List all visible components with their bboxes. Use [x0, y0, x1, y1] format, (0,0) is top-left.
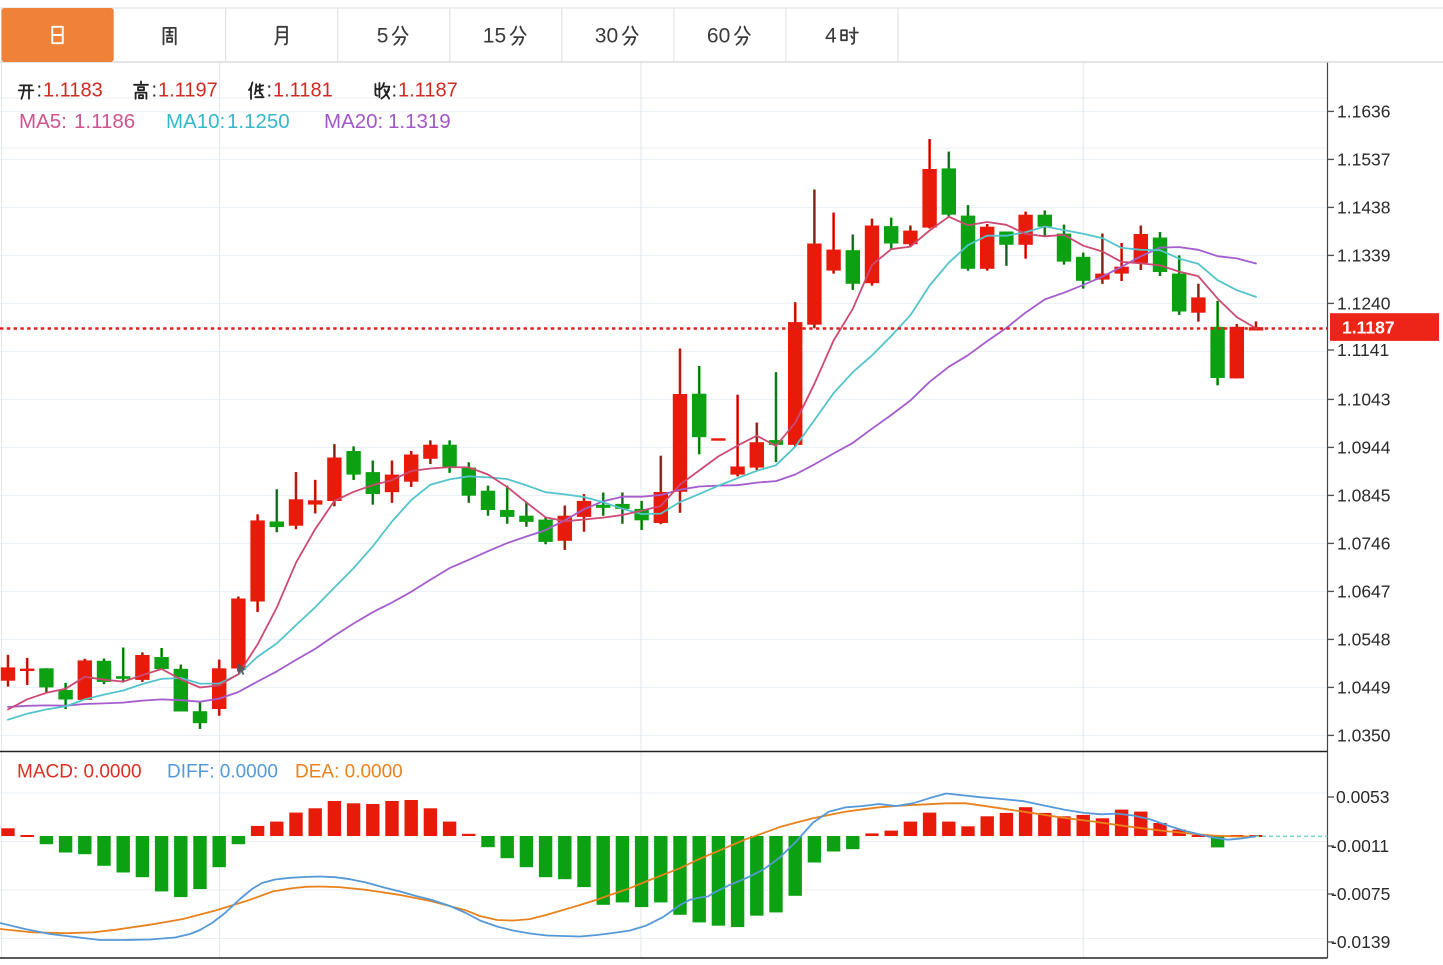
svg-text:1.0449: 1.0449 — [1337, 677, 1391, 697]
svg-text:1.0746: 1.0746 — [1337, 533, 1391, 553]
svg-text:60: 60 — [707, 25, 730, 48]
svg-text:MA20: 1.1319: MA20: 1.1319 — [324, 110, 451, 133]
svg-text:0.0053: 0.0053 — [1336, 787, 1390, 807]
svg-text:-0.0011: -0.0011 — [1331, 836, 1389, 856]
svg-text:1.0548: 1.0548 — [1337, 629, 1391, 649]
svg-text:MA5: 1.1186: MA5: 1.1186 — [19, 110, 135, 133]
svg-text:1.1187: 1.1187 — [398, 80, 458, 102]
svg-text:1.0647: 1.0647 — [1337, 581, 1391, 601]
svg-text:-0.0139: -0.0139 — [1331, 932, 1390, 952]
svg-text:DIFF: 0.0000: DIFF: 0.0000 — [167, 762, 278, 783]
svg-text::: : — [37, 80, 43, 102]
svg-text:1.1339: 1.1339 — [1337, 245, 1391, 265]
svg-text:1.1183: 1.1183 — [43, 80, 103, 102]
svg-text:DEA: 0.0000: DEA: 0.0000 — [295, 762, 403, 783]
svg-text:1.0944: 1.0944 — [1337, 437, 1391, 457]
svg-text:1.1043: 1.1043 — [1337, 389, 1391, 409]
svg-text:1.1181: 1.1181 — [273, 80, 333, 102]
svg-text:1.1187: 1.1187 — [1342, 318, 1395, 338]
svg-text:4: 4 — [825, 25, 837, 48]
svg-text:1.0845: 1.0845 — [1337, 485, 1391, 505]
svg-text:MACD: 0.0000: MACD: 0.0000 — [17, 762, 142, 783]
svg-text:1.1636: 1.1636 — [1337, 101, 1391, 121]
svg-text:1.1240: 1.1240 — [1337, 293, 1391, 313]
svg-text:1.1141: 1.1141 — [1337, 340, 1389, 360]
svg-text:MA10: 1.1250: MA10: 1.1250 — [166, 110, 290, 133]
svg-text:5: 5 — [377, 25, 389, 48]
svg-text::: : — [152, 80, 158, 102]
svg-text:1.1197: 1.1197 — [158, 80, 218, 102]
svg-text:1.1438: 1.1438 — [1337, 197, 1391, 217]
svg-text:15: 15 — [483, 25, 506, 48]
svg-text:1.0350: 1.0350 — [1337, 725, 1391, 745]
svg-text:1.1537: 1.1537 — [1337, 149, 1391, 169]
svg-text:30: 30 — [595, 25, 618, 48]
svg-text::: : — [392, 80, 398, 102]
svg-text:-0.0075: -0.0075 — [1331, 884, 1390, 904]
svg-text::: : — [267, 80, 273, 102]
